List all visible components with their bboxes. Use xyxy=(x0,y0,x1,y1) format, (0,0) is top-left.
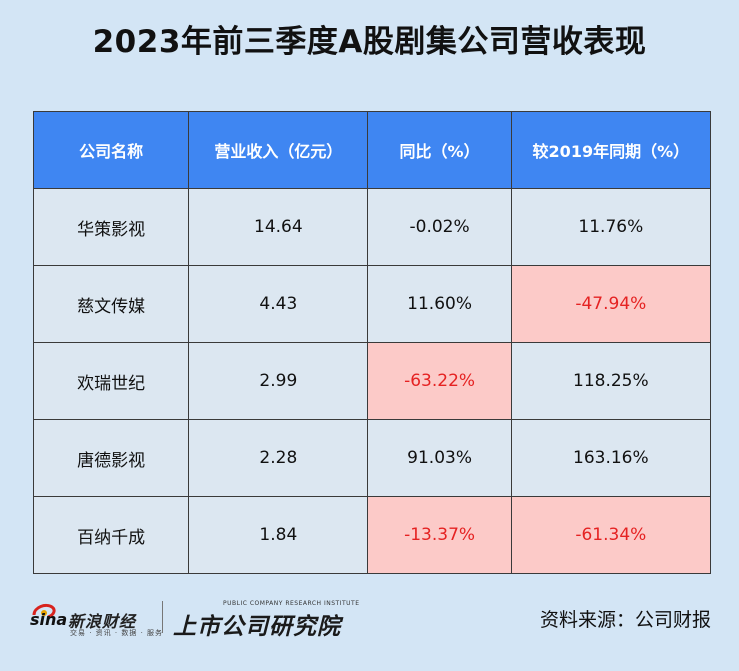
yoy-cell: 11.60% xyxy=(367,265,512,343)
table-row: 慈文传媒 4.43 11.60% -47.94% xyxy=(32,265,712,343)
company-cell: 唐德影视 xyxy=(32,419,190,497)
header-yoy: 同比（%） xyxy=(367,111,512,189)
revenue-cell: 1.84 xyxy=(188,496,369,574)
chart-title: 2023年前三季度A股剧集公司营收表现 xyxy=(92,24,647,60)
vs2019-cell: 163.16% xyxy=(510,419,712,497)
revenue-cell: 2.99 xyxy=(188,342,369,420)
sina-eye-icon xyxy=(32,603,56,619)
revenue-cell: 2.28 xyxy=(188,419,369,497)
sina-tags: 交易 · 资讯 · 数据 · 服务 xyxy=(70,629,164,637)
header-vs2019: 较2019年同期（%） xyxy=(510,111,712,189)
vs2019-cell: -47.94% xyxy=(510,265,712,343)
company-cell: 百纳千成 xyxy=(32,496,190,574)
yoy-cell: -63.22% xyxy=(367,342,512,420)
table-row: 唐德影视 2.28 91.03% 163.16% xyxy=(32,419,712,497)
sina-wordmark: sina xyxy=(30,610,68,629)
table-row: 华策影视 14.64 -0.02% 11.76% xyxy=(32,188,712,266)
table-row: 百纳千成 1.84 -13.37% -61.34% xyxy=(32,496,712,574)
revenue-cell: 14.64 xyxy=(188,188,369,266)
table-body: 华策影视 14.64 -0.02% 11.76% 慈文传媒 4.43 11.60% -47.9… xyxy=(32,188,712,574)
company-cell: 欢瑞世纪 xyxy=(32,342,190,420)
sina-finance-name: 新浪财经 xyxy=(68,612,137,631)
revenue-table: 公司名称 营业收入（亿元） 同比（%） 较2019年同期（%） 华策影视 14.6… xyxy=(32,111,712,574)
table-header-row: 公司名称 营业收入（亿元） 同比（%） 较2019年同期（%） xyxy=(32,111,712,189)
company-cell: 慈文传媒 xyxy=(32,265,190,343)
sina-finance-logo: sina 新浪财经 交易 · 资讯 · 数据 · 服务 xyxy=(30,599,162,639)
research-institute-logo: PUBLIC COMPANY RESEARCH INSTITUTE 上市公司研究… xyxy=(173,597,373,641)
header-company: 公司名称 xyxy=(32,111,190,189)
institute-english-name: PUBLIC COMPANY RESEARCH INSTITUTE xyxy=(223,600,360,607)
yoy-cell: -0.02% xyxy=(367,188,512,266)
revenue-cell: 4.43 xyxy=(188,265,369,343)
vs2019-cell: 118.25% xyxy=(510,342,712,420)
yoy-cell: 91.03% xyxy=(367,419,512,497)
table-row: 欢瑞世纪 2.99 -63.22% 118.25% xyxy=(32,342,712,420)
header-revenue: 营业收入（亿元） xyxy=(188,111,369,189)
vs2019-cell: -61.34% xyxy=(510,496,712,574)
logo-divider xyxy=(162,601,163,633)
footer: sina 新浪财经 交易 · 资讯 · 数据 · 服务 PUBLIC COMPA… xyxy=(0,595,739,645)
vs2019-cell: 11.76% xyxy=(510,188,712,266)
yoy-cell: -13.37% xyxy=(367,496,512,574)
data-source: 资料来源：公司财报 xyxy=(539,609,711,631)
institute-chinese-name: 上市公司研究院 xyxy=(173,614,341,640)
company-cell: 华策影视 xyxy=(32,188,190,266)
